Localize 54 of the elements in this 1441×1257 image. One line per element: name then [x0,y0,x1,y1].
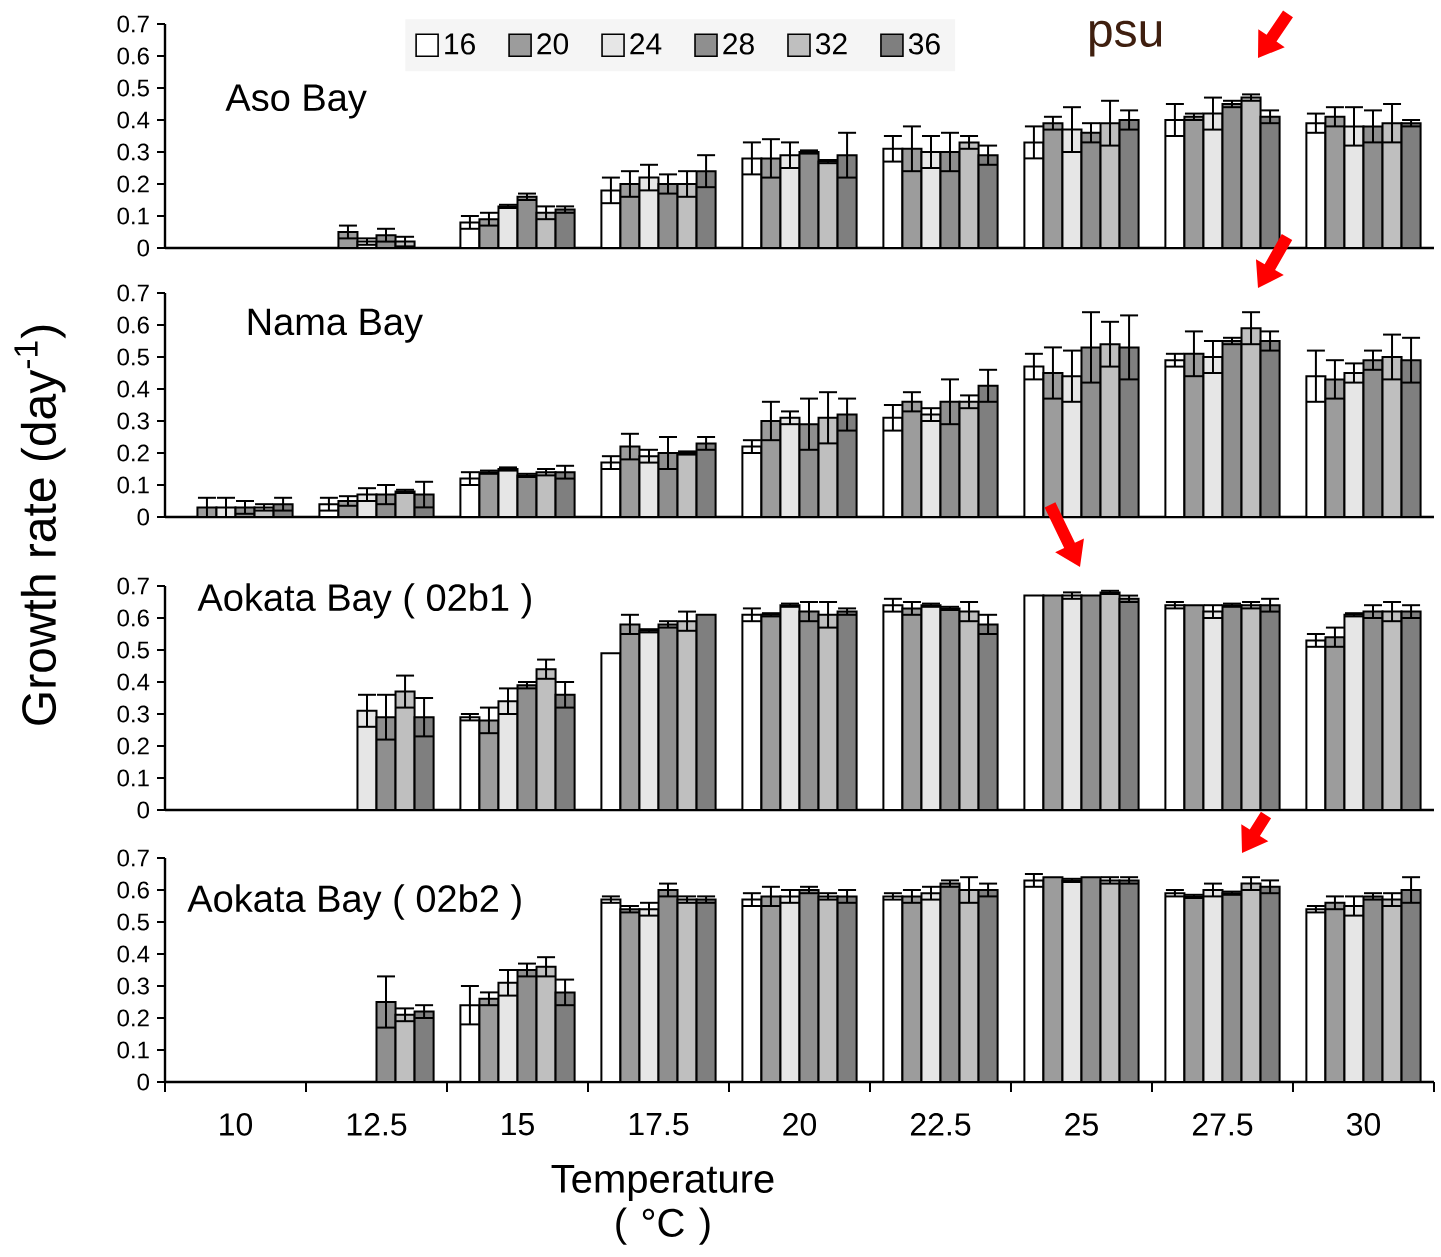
y-tick-label: 0.1 [117,207,149,225]
y-tick-label: 0.7 [117,577,149,595]
y-tick-label: 0.3 [117,705,149,723]
y-tick-label: 0.7 [117,284,149,302]
y-tick-label: 0.3 [117,977,149,995]
y-tick-label: 0.5 [117,79,149,97]
y-tick-label: 0 [137,508,150,526]
chart-title: Nama Bay [248,308,423,343]
y-tick-label: 0 [137,801,150,819]
x-tick-label: 22.5 [910,1113,971,1136]
y-tick-label: 0.5 [117,348,149,366]
x-tick-label: 27.5 [1192,1113,1253,1136]
y-tick-label: 0.3 [117,143,149,161]
y-tick-label: 0.6 [117,47,149,65]
y-tick-label: 0.4 [117,673,150,691]
y-tick-label: 0.2 [117,737,149,755]
legend-title: psu [1090,20,1162,57]
legend-label: 20 [537,33,569,55]
y-tick-label: 0.2 [117,1009,149,1027]
x-tick-label: 15 [502,1113,534,1136]
y-tick-label: 0.4 [117,380,150,398]
x-tick-label: 25 [1065,1113,1098,1136]
x-tick-label: 30 [1346,1113,1381,1136]
y-tick-label: 0.2 [117,444,149,462]
text: Aso Bay [225,84,367,119]
y-tick-label: 0.6 [117,881,149,899]
legend-label: 24 [630,33,662,55]
x-tick-label: 20 [783,1113,817,1136]
y-tick-label: 0.5 [117,641,149,659]
legend-label: 32 [815,33,847,55]
y-tick-label: 0 [137,1073,150,1091]
y-tick-label: 0.1 [117,476,149,494]
x-tick-label: 12.5 [347,1113,407,1136]
legend-label: 36 [908,33,940,55]
y-tick-label: 0.7 [117,849,149,867]
legend-label: 28 [723,33,754,55]
x-tick-label: 17.5 [629,1113,689,1136]
y-tick-label: 0 [137,239,150,257]
y-axis-title: Growth rate (day$^{-1}$) [14,325,66,725]
y-tick-label: 0.1 [117,1041,149,1059]
y-tick-label: 0.5 [117,913,149,931]
x-axis-title: Temperature ( °C ) [551,1165,774,1245]
legend-label: 16 [445,33,475,55]
text: Aokata Bay ( 02b2 ) [187,884,521,920]
y-tick-label: 0.4 [117,945,150,963]
x-tick-label: 10 [220,1113,253,1136]
y-tick-label: 0.1 [117,769,149,787]
y-tick-label: 0.2 [117,175,149,193]
y-tick-label: 0.7 [117,15,149,33]
y-tick-label: 0.6 [117,316,149,334]
y-tick-label: 0.6 [117,609,149,627]
y-tick-label: 0.4 [117,111,150,129]
y-tick-label: 0.3 [117,412,149,430]
chart-title: Aokata Bay ( 02b1 ) [197,583,531,619]
